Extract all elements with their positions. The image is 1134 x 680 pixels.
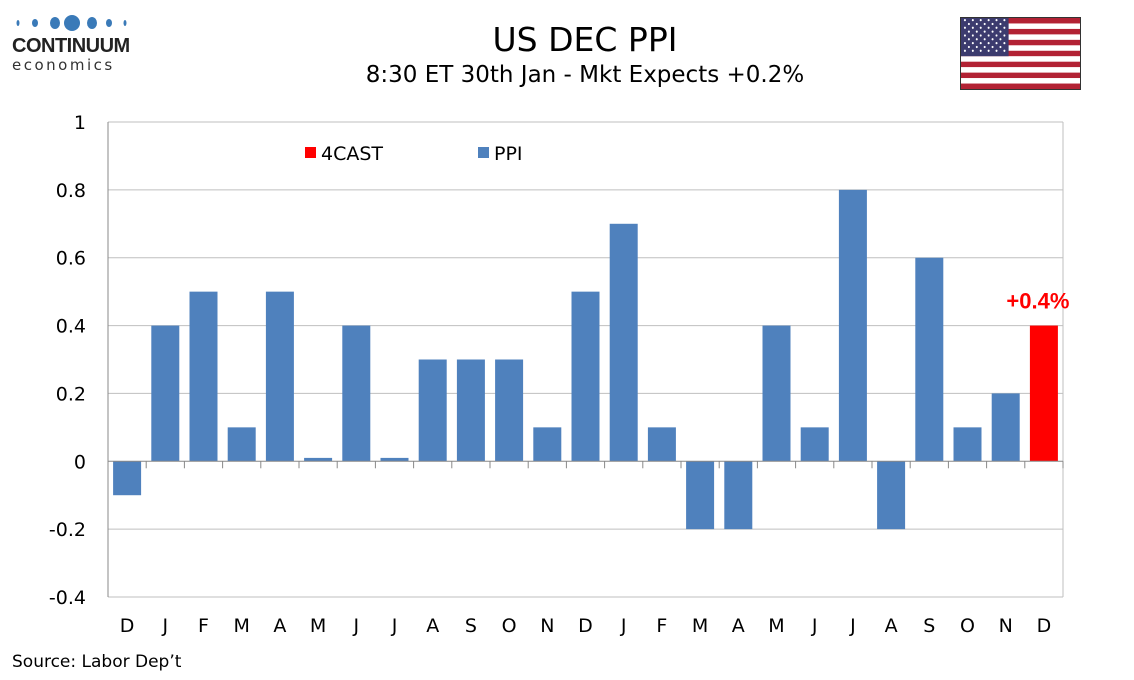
x-tick-label: J: [811, 615, 818, 637]
x-tick-label: A: [885, 615, 898, 637]
x-tick-label: D: [120, 615, 135, 637]
bar-ppi-15: [686, 461, 715, 530]
bar-ppi-0: [113, 461, 142, 496]
bar-ppi-17: [762, 325, 791, 462]
y-tick-label: 0.4: [56, 316, 86, 338]
x-tick-label: J: [391, 615, 398, 637]
bar-ppi-19: [838, 189, 867, 462]
y-tick-label: -0.4: [49, 587, 86, 609]
bar-ppi-16: [724, 461, 753, 530]
x-tick-label: M: [768, 615, 784, 637]
bar-ppi-2: [189, 291, 218, 462]
bar-ppi-14: [647, 427, 676, 462]
x-tick-label: N: [999, 615, 1013, 637]
x-tick-label: M: [692, 615, 708, 637]
logo-subtext: economics: [12, 56, 115, 74]
x-tick-label: O: [960, 615, 975, 637]
x-tick-label: O: [502, 615, 517, 637]
x-tick-label: S: [465, 615, 477, 637]
bar-ppi-18: [800, 427, 829, 462]
x-tick-label: D: [578, 615, 593, 637]
bar-ppi-22: [953, 427, 982, 462]
x-tick-label: J: [620, 615, 627, 637]
x-tick-label: F: [198, 615, 209, 637]
x-tick-label: J: [849, 615, 856, 637]
y-tick-label: 0: [74, 451, 86, 473]
chart-subtitle: 8:30 ET 30th Jan - Mkt Expects +0.2%: [365, 62, 805, 88]
x-tick-label: D: [1037, 615, 1052, 637]
continuum-logo: CONTINUUM economics: [12, 14, 132, 74]
bar-ppi-21: [915, 257, 944, 462]
us-flag-icon: [960, 17, 1081, 90]
bar-ppi-13: [609, 223, 638, 462]
y-tick-label: 0.6: [56, 248, 86, 270]
bar-ppi-6: [342, 325, 371, 462]
bar-ppi-11: [533, 427, 562, 462]
bar-ppi-4: [265, 291, 294, 462]
x-tick-label: S: [923, 615, 935, 637]
y-tick-label: 1: [74, 112, 86, 134]
x-tick-label: J: [352, 615, 359, 637]
logo-text: CONTINUUM: [12, 35, 130, 57]
bar-ppi-8: [418, 359, 447, 462]
y-tick-label: -0.2: [49, 519, 86, 541]
forecast-annotation: +0.4%: [1006, 289, 1069, 314]
legend-swatch-ppi: [478, 147, 489, 158]
x-tick-label: A: [732, 615, 745, 637]
x-tick-label: A: [426, 615, 439, 637]
legend-swatch-4cast: [305, 147, 316, 158]
bar-ppi-9: [456, 359, 485, 462]
y-tick-label: 0.2: [56, 383, 86, 405]
bar-ppi-23: [991, 393, 1020, 462]
bar-ppi-3: [227, 427, 256, 462]
x-tick-label: M: [310, 615, 326, 637]
bar-ppi-7: [380, 457, 409, 462]
bar-ppi-20: [877, 461, 906, 530]
bar-ppi-1: [151, 325, 180, 462]
bar-ppi-5: [304, 457, 333, 462]
chart-title: US DEC PPI: [492, 20, 678, 59]
x-tick-label: A: [273, 615, 286, 637]
legend-label-4cast: 4CAST: [321, 143, 383, 165]
x-tick-label: F: [656, 615, 667, 637]
bar-4cast-24: [1029, 325, 1058, 462]
y-tick-label: 0.8: [56, 180, 86, 202]
x-tick-label: J: [161, 615, 168, 637]
logo-dots-icon: [16, 15, 127, 31]
bar-ppi-10: [495, 359, 524, 462]
bar-ppi-12: [571, 291, 600, 462]
x-tick-label: N: [540, 615, 554, 637]
x-tick-label: M: [233, 615, 249, 637]
source-note: Source: Labor Dep’t: [12, 652, 182, 672]
legend-label-ppi: PPI: [494, 143, 523, 165]
